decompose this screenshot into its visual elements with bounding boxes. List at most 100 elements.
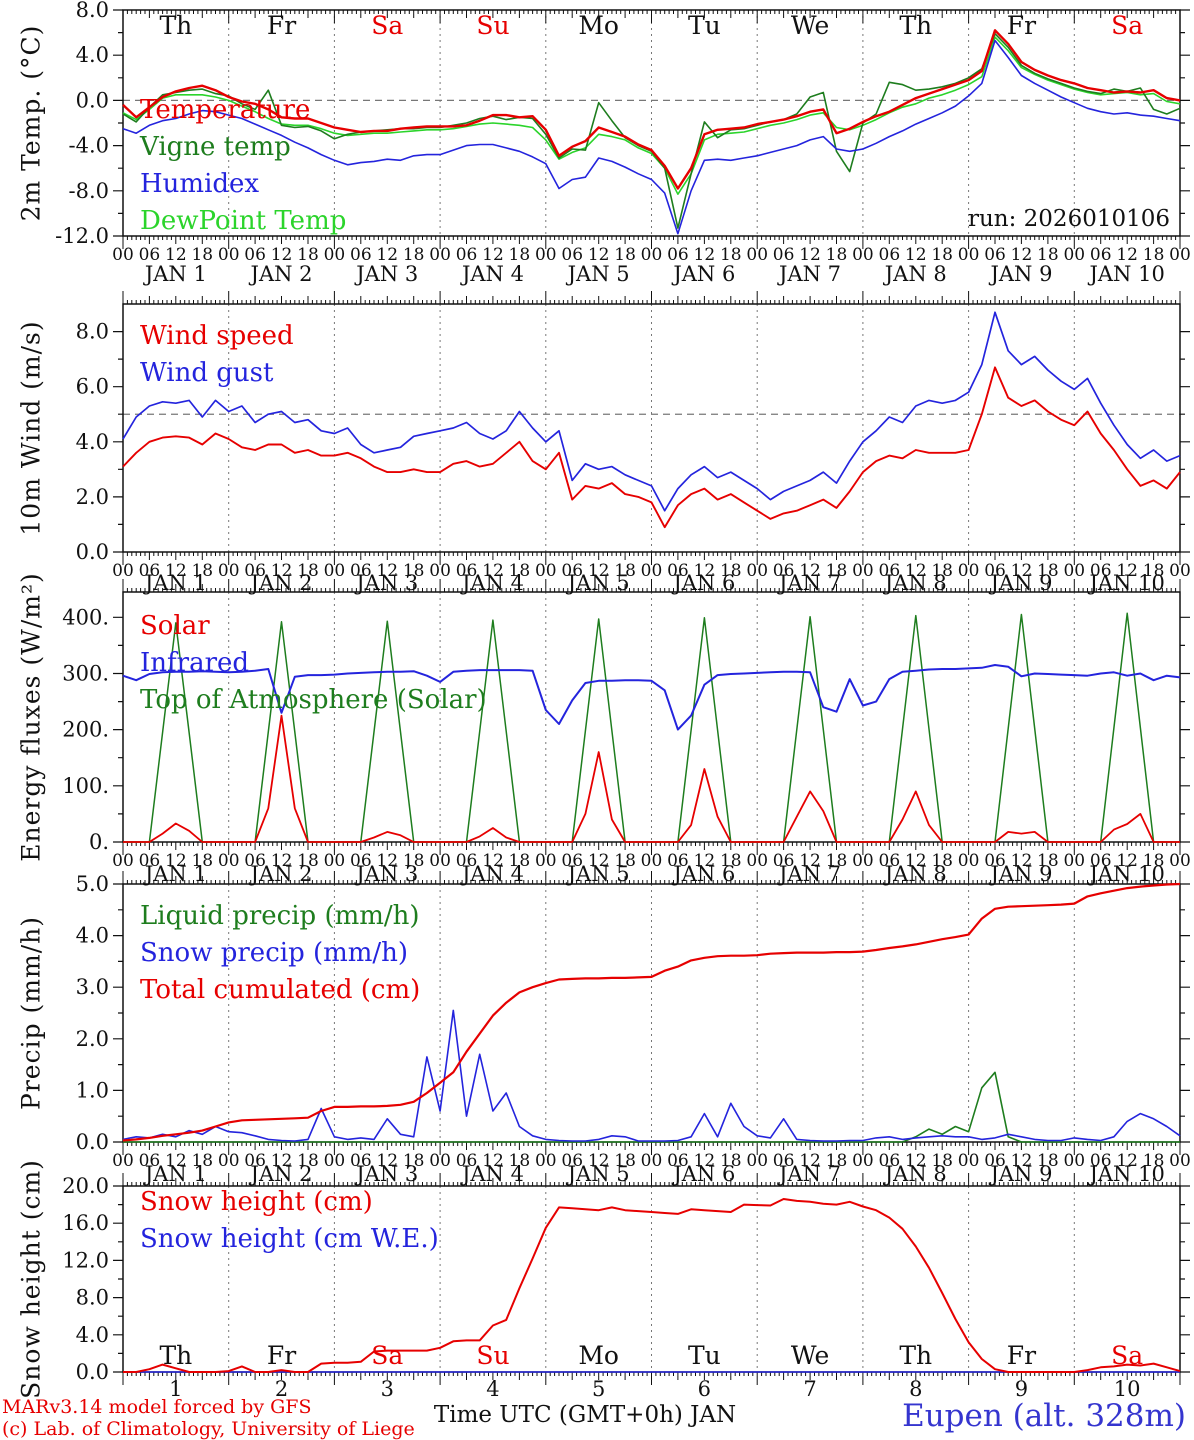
hour-label: 12 — [165, 851, 187, 871]
day-name-label: Th — [159, 11, 192, 40]
hour-label: 18 — [720, 245, 742, 265]
hour-label: 06 — [139, 1151, 161, 1171]
hour-label: 00 — [746, 561, 768, 581]
day-number-label: 7 — [803, 1377, 816, 1401]
hour-label: 00 — [852, 1151, 874, 1171]
hour-label: 00 — [112, 245, 134, 265]
hour-label: 18 — [826, 851, 848, 871]
date-label: JAN 4 — [460, 862, 524, 886]
hour-label: 00 — [535, 561, 557, 581]
hour-label: 06 — [773, 245, 795, 265]
hour-label: 12 — [376, 561, 398, 581]
hour-label: 18 — [826, 561, 848, 581]
hour-label: 06 — [773, 1151, 795, 1171]
hour-label: 12 — [588, 1151, 610, 1171]
y-tick-label: 8.0 — [76, 0, 109, 22]
hour-label: 06 — [350, 851, 372, 871]
date-label: JAN 7 — [777, 1162, 841, 1186]
y-tick-label: 8.0 — [76, 1286, 109, 1310]
hour-label: 12 — [271, 561, 293, 581]
panel-snow-height: 0.0 4.0 8.0 12.0 16.0 20.0 Snow height (cm) Sno… — [62, 1173, 1190, 1401]
hour-label: 00 — [429, 851, 451, 871]
hour-ticks-bottom — [122, 552, 1181, 565]
hour-label: 00 — [112, 561, 134, 581]
date-label: JAN 7 — [777, 862, 841, 886]
legend-snow-precip-mm-h: Snow precip (mm/h) — [140, 938, 408, 968]
panel-frame — [122, 303, 1181, 553]
hour-ticks-bottom — [122, 1142, 1181, 1155]
hour-label: 18 — [826, 1151, 848, 1171]
y-tick-label: 4.0 — [76, 43, 109, 67]
hour-label: 00 — [746, 851, 768, 871]
y-tick-label: 0.0 — [76, 1360, 109, 1384]
hour-label: 18 — [1143, 1151, 1165, 1171]
hour-label: 06 — [456, 245, 478, 265]
hour-label: 12 — [799, 561, 821, 581]
hour-label: 00 — [1169, 561, 1191, 581]
hour-label: 00 — [218, 561, 240, 581]
day-number-label: 4 — [486, 1377, 499, 1401]
hour-label: 12 — [694, 561, 716, 581]
hour-label: 06 — [350, 245, 372, 265]
hour-label: 00 — [641, 1151, 663, 1171]
y-tick-label: -12.0 — [55, 224, 109, 248]
y-tick-label: 100. — [62, 774, 109, 798]
day-name-label: Mo — [578, 11, 619, 40]
y-tick-label: 12.0 — [62, 1248, 109, 1272]
hour-label: 00 — [429, 1151, 451, 1171]
hour-label: 06 — [667, 561, 689, 581]
run-timestamp-label: run: 2026010106 — [967, 206, 1170, 232]
hour-label: 12 — [376, 851, 398, 871]
hour-label: 06 — [139, 245, 161, 265]
hour-label: 06 — [244, 245, 266, 265]
hour-label: 18 — [720, 561, 742, 581]
y-tick-label: 16.0 — [62, 1211, 109, 1235]
hour-label: 00 — [218, 1151, 240, 1171]
hour-label: 06 — [456, 561, 478, 581]
hour-label: 18 — [509, 1151, 531, 1171]
hour-label: 18 — [720, 1151, 742, 1171]
hour-label: 18 — [191, 1151, 213, 1171]
hour-label: 06 — [456, 851, 478, 871]
y-tick-label: 2.0 — [76, 1027, 109, 1051]
legend-wind-speed: Wind speed — [140, 321, 294, 351]
y-tick-label: 8.0 — [76, 320, 109, 344]
day-name-label: Sa — [371, 1341, 403, 1370]
date-label: JAN 7 — [777, 262, 841, 286]
day-name-label: Th — [899, 11, 932, 40]
hour-label: 18 — [297, 851, 319, 871]
hour-ticks-top — [122, 579, 1181, 592]
lab-credit-line: (c) Lab. of Climatology, University of L… — [2, 1418, 415, 1440]
day-number-label: 2 — [275, 1377, 288, 1401]
date-label: JAN 8 — [883, 862, 947, 886]
y-tick-label: 4.0 — [76, 1323, 109, 1347]
day-name-label: We — [791, 11, 829, 40]
hour-label: 06 — [350, 561, 372, 581]
y-tick-label: 6.0 — [76, 375, 109, 399]
date-label: JAN 9 — [988, 862, 1052, 886]
hour-label: 00 — [1063, 851, 1085, 871]
series-wind-gust — [122, 311, 1181, 512]
y-tick-label: 0. — [89, 830, 109, 854]
hour-label: 18 — [1143, 851, 1165, 871]
hour-label: 06 — [350, 1151, 372, 1171]
hour-label: 12 — [905, 561, 927, 581]
day-name-label: Mo — [578, 1341, 619, 1370]
hour-label: 06 — [1090, 851, 1112, 871]
date-label: JAN 2 — [249, 262, 313, 286]
y-tick-label: 0.0 — [76, 1130, 109, 1154]
y-tick-label: -8.0 — [69, 179, 110, 203]
panel-frame — [122, 9, 1181, 237]
y-tick-label: 20.0 — [62, 1174, 109, 1198]
hour-label: 12 — [482, 245, 504, 265]
hour-label: 12 — [165, 245, 187, 265]
day-number-label: 1 — [169, 1377, 182, 1401]
hour-label: 12 — [905, 1151, 927, 1171]
hour-label: 12 — [1011, 561, 1033, 581]
hour-label: 12 — [905, 851, 927, 871]
hour-label: 00 — [746, 1151, 768, 1171]
legend-snow-height-cm-w-e: Snow height (cm W.E.) — [140, 1224, 439, 1254]
y-tick-label: 3.0 — [76, 975, 109, 999]
hour-label: 06 — [667, 851, 689, 871]
